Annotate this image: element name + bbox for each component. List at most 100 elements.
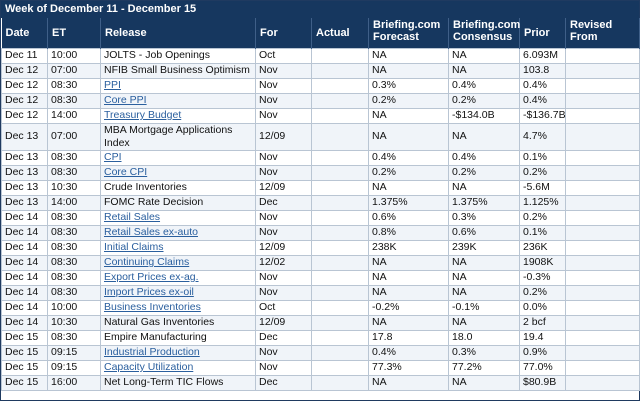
release-link[interactable]: Core CPI <box>104 166 148 178</box>
cell-consensus: 18.0 <box>448 329 520 346</box>
release-link[interactable]: PPI <box>104 79 121 91</box>
col-header-release: Release <box>100 18 256 48</box>
table-row: Dec 12 08:30 Core PPI Nov 0.2% 0.2% 0.4% <box>1 92 640 109</box>
cell-date: Dec 13 <box>1 149 48 166</box>
cell-for: Dec <box>255 329 312 346</box>
cell-forecast: NA <box>368 62 449 79</box>
cell-date: Dec 14 <box>1 239 48 256</box>
cell-forecast: 0.4% <box>368 149 449 166</box>
cell-revised <box>565 329 640 346</box>
cell-consensus: 0.2% <box>448 164 520 181</box>
cell-prior: -5.6M <box>519 179 566 196</box>
cell-for: Oct <box>255 47 312 64</box>
release-link[interactable]: Retail Sales ex-auto <box>104 226 198 238</box>
cell-actual <box>311 254 369 271</box>
cell-actual <box>311 329 369 346</box>
cell-forecast: 17.8 <box>368 329 449 346</box>
cell-forecast: 77.3% <box>368 359 449 376</box>
release-link[interactable]: Continuing Claims <box>104 256 190 268</box>
cell-forecast: -0.2% <box>368 299 449 316</box>
table-row: Dec 14 08:30 Retail Sales Nov 0.6% 0.3% 0.2% <box>1 209 640 226</box>
cell-forecast: 0.8% <box>368 224 449 241</box>
col-header-revised: Revised From <box>565 18 640 48</box>
cell-actual <box>311 164 369 181</box>
cell-consensus: -$134.0B <box>448 107 520 124</box>
cell-prior: -0.3% <box>519 269 566 286</box>
cell-date: Dec 13 <box>1 122 48 151</box>
cell-date: Dec 14 <box>1 299 48 316</box>
cell-for: Nov <box>255 107 312 124</box>
cell-date: Dec 15 <box>1 344 48 361</box>
cell-date: Dec 12 <box>1 62 48 79</box>
cell-prior: 1908K <box>519 254 566 271</box>
cell-date: Dec 14 <box>1 284 48 301</box>
cell-prior: 19.4 <box>519 329 566 346</box>
cell-release: Natural Gas Inventories <box>100 314 256 331</box>
cell-for: 12/02 <box>255 254 312 271</box>
table-row: Dec 13 10:30 Crude Inventories 12/09 NA NA -5.… <box>1 179 640 196</box>
cell-forecast: NA <box>368 269 449 286</box>
cell-forecast: NA <box>368 107 449 124</box>
release-link[interactable]: Treasury Budget <box>104 109 182 121</box>
cell-revised <box>565 254 640 271</box>
table-row: Dec 14 10:00 Business Inventories Oct -0.2% -… <box>1 299 640 316</box>
cell-consensus: NA <box>448 179 520 196</box>
cell-revised <box>565 62 640 79</box>
release-link[interactable]: Export Prices ex-ag. <box>104 271 199 283</box>
cell-forecast: 0.2% <box>368 92 449 109</box>
col-header-date: Date <box>1 18 48 48</box>
cell-consensus: 0.2% <box>448 92 520 109</box>
cell-actual <box>311 269 369 286</box>
cell-consensus: 77.2% <box>448 359 520 376</box>
cell-time: 07:00 <box>47 62 101 79</box>
release-link[interactable]: Initial Claims <box>104 241 164 253</box>
cell-for: Oct <box>255 299 312 316</box>
cell-actual <box>311 47 369 64</box>
release-link[interactable]: Retail Sales <box>104 211 161 223</box>
cell-release: FOMC Rate Decision <box>100 194 256 211</box>
cell-date: Dec 11 <box>1 47 48 64</box>
cell-release: Net Long-Term TIC Flows <box>100 374 256 391</box>
cell-prior: 0.1% <box>519 149 566 166</box>
cell-revised <box>565 299 640 316</box>
cell-revised <box>565 374 640 391</box>
cell-forecast: NA <box>368 284 449 301</box>
cell-date: Dec 12 <box>1 92 48 109</box>
cell-release: Retail Sales ex-auto <box>100 224 256 241</box>
cell-actual <box>311 92 369 109</box>
cell-time: 09:15 <box>47 344 101 361</box>
cell-prior: 0.4% <box>519 92 566 109</box>
release-link[interactable]: Business Inventories <box>104 301 201 313</box>
cell-time: 16:00 <box>47 374 101 391</box>
cell-date: Dec 13 <box>1 164 48 181</box>
col-header-forecast: Briefing.com Forecast <box>368 18 449 48</box>
table-row: Dec 13 08:30 CPI Nov 0.4% 0.4% 0.1% <box>1 149 640 166</box>
col-header-prior: Prior <box>519 18 566 48</box>
cell-prior: 0.2% <box>519 209 566 226</box>
cell-consensus: NA <box>448 374 520 391</box>
release-link[interactable]: Import Prices ex-oil <box>104 286 194 298</box>
table-row: Dec 13 08:30 Core CPI Nov 0.2% 0.2% 0.2% <box>1 164 640 181</box>
cell-time: 10:30 <box>47 179 101 196</box>
release-link[interactable]: Industrial Production <box>104 346 200 358</box>
release-link[interactable]: Capacity Utilization <box>104 361 194 373</box>
cell-actual <box>311 239 369 256</box>
cell-revised <box>565 77 640 94</box>
cell-prior: 0.9% <box>519 344 566 361</box>
cell-revised <box>565 269 640 286</box>
cell-time: 14:00 <box>47 107 101 124</box>
cell-prior: 0.2% <box>519 164 566 181</box>
cell-consensus: 0.4% <box>448 77 520 94</box>
release-link[interactable]: CPI <box>104 151 122 163</box>
cell-actual <box>311 194 369 211</box>
cell-actual <box>311 62 369 79</box>
header-row: Date ET Release For Actual Briefing.com … <box>1 18 640 48</box>
cell-for: Nov <box>255 209 312 226</box>
cell-release: NFIB Small Business Optimism <box>100 62 256 79</box>
cell-for: Nov <box>255 62 312 79</box>
table-row: Dec 14 08:30 Import Prices ex-oil Nov NA NA 0.… <box>1 284 640 301</box>
release-link[interactable]: Core PPI <box>104 94 147 106</box>
table-row: Dec 13 07:00 MBA Mortgage Applications Ind… <box>1 122 640 151</box>
cell-consensus: 0.6% <box>448 224 520 241</box>
cell-revised <box>565 122 640 151</box>
